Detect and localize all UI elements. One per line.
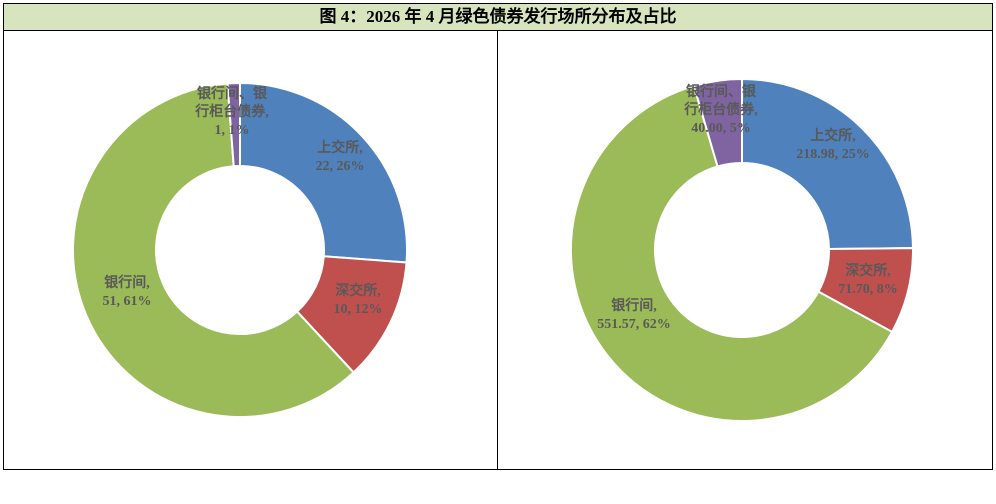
label-category: 银行间, xyxy=(104,276,150,291)
data-label: 上交所, 218.98, 25% xyxy=(794,128,872,164)
label-category: 银行间、银行柜台债券, xyxy=(195,87,269,120)
label-value: 51, 61% xyxy=(102,294,152,309)
data-label: 银行间、银行柜台债券, 40.00, 5% xyxy=(682,84,760,138)
label-category: 上交所, xyxy=(317,141,363,156)
label-value: 71.70, 8% xyxy=(838,282,898,297)
donut-slice xyxy=(239,81,408,264)
panel xyxy=(497,30,993,470)
donut-slice xyxy=(570,84,894,422)
donut-slice xyxy=(72,82,356,418)
figure-title: 图 4：2026 年 4 月绿色债券发行场所分布及占比 xyxy=(3,3,993,31)
label-value: 22, 26% xyxy=(315,159,365,174)
donut-slice xyxy=(741,77,915,251)
label-category: 深交所, xyxy=(335,284,381,299)
data-label: 上交所, 22, 26% xyxy=(301,140,379,176)
label-category: 银行间, xyxy=(611,299,657,314)
label-category: 深交所, xyxy=(845,264,891,279)
label-value: 10, 12% xyxy=(333,302,383,317)
data-label: 深交所, 10, 12% xyxy=(319,283,397,319)
label-value: 40.00, 5% xyxy=(691,121,751,136)
label-category: 银行间、银行柜台债券, xyxy=(684,85,758,118)
label-category: 上交所, xyxy=(810,129,856,144)
donut-slice xyxy=(692,77,743,168)
data-label: 银行间、银行柜台债券, 1, 1% xyxy=(193,86,271,140)
label-value: 218.98, 25% xyxy=(796,147,870,162)
data-label: 银行间, 551.57, 62% xyxy=(595,298,673,334)
data-label: 深交所, 71.70, 8% xyxy=(829,263,907,299)
donut-slice xyxy=(226,81,241,168)
data-label: 银行间, 51, 61% xyxy=(88,275,166,311)
label-value: 1, 1% xyxy=(214,123,250,138)
label-value: 551.57, 62% xyxy=(597,317,671,332)
